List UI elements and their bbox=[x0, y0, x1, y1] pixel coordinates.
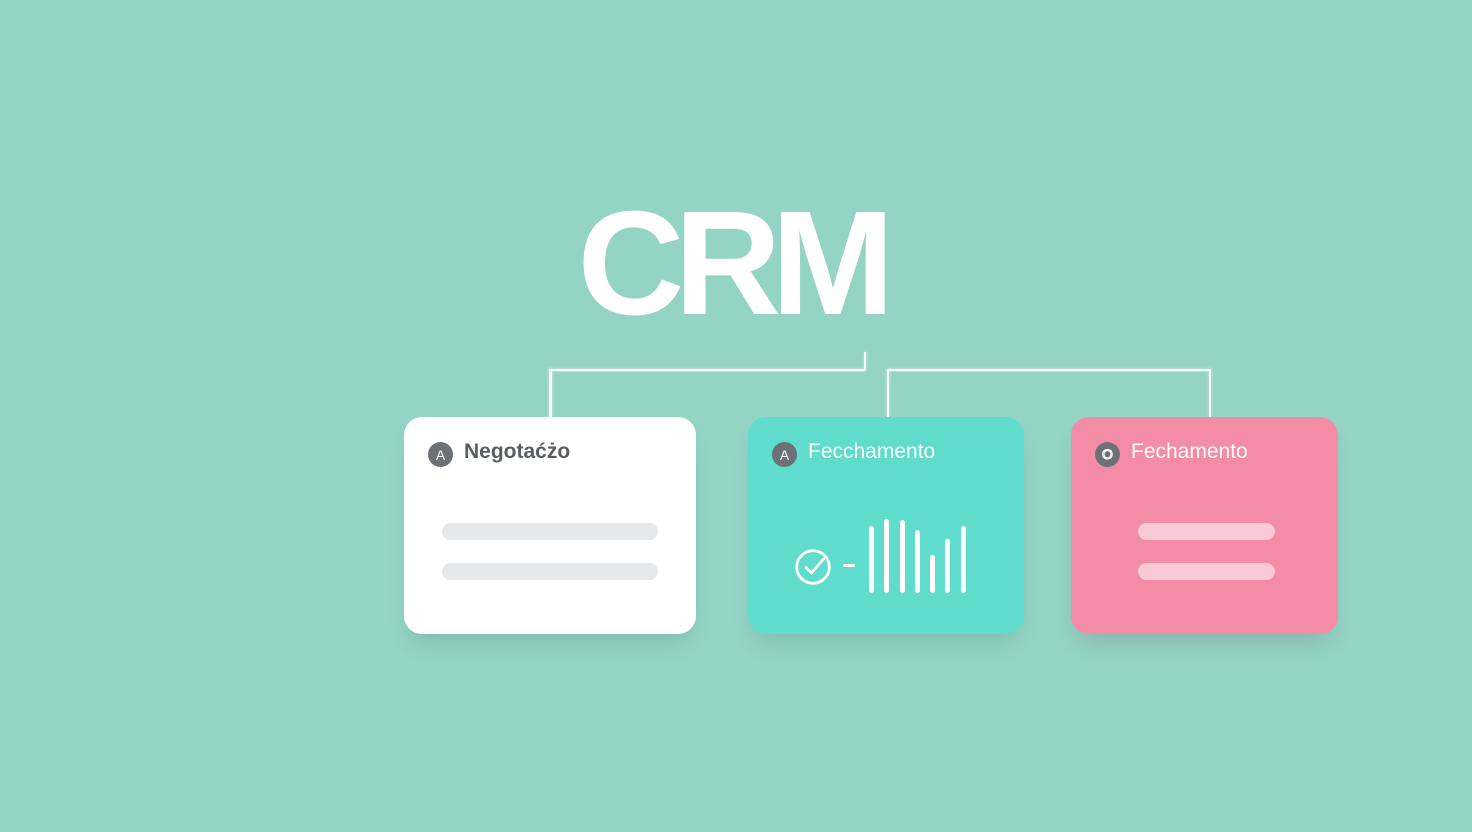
svg-text:O: O bbox=[1102, 446, 1113, 462]
